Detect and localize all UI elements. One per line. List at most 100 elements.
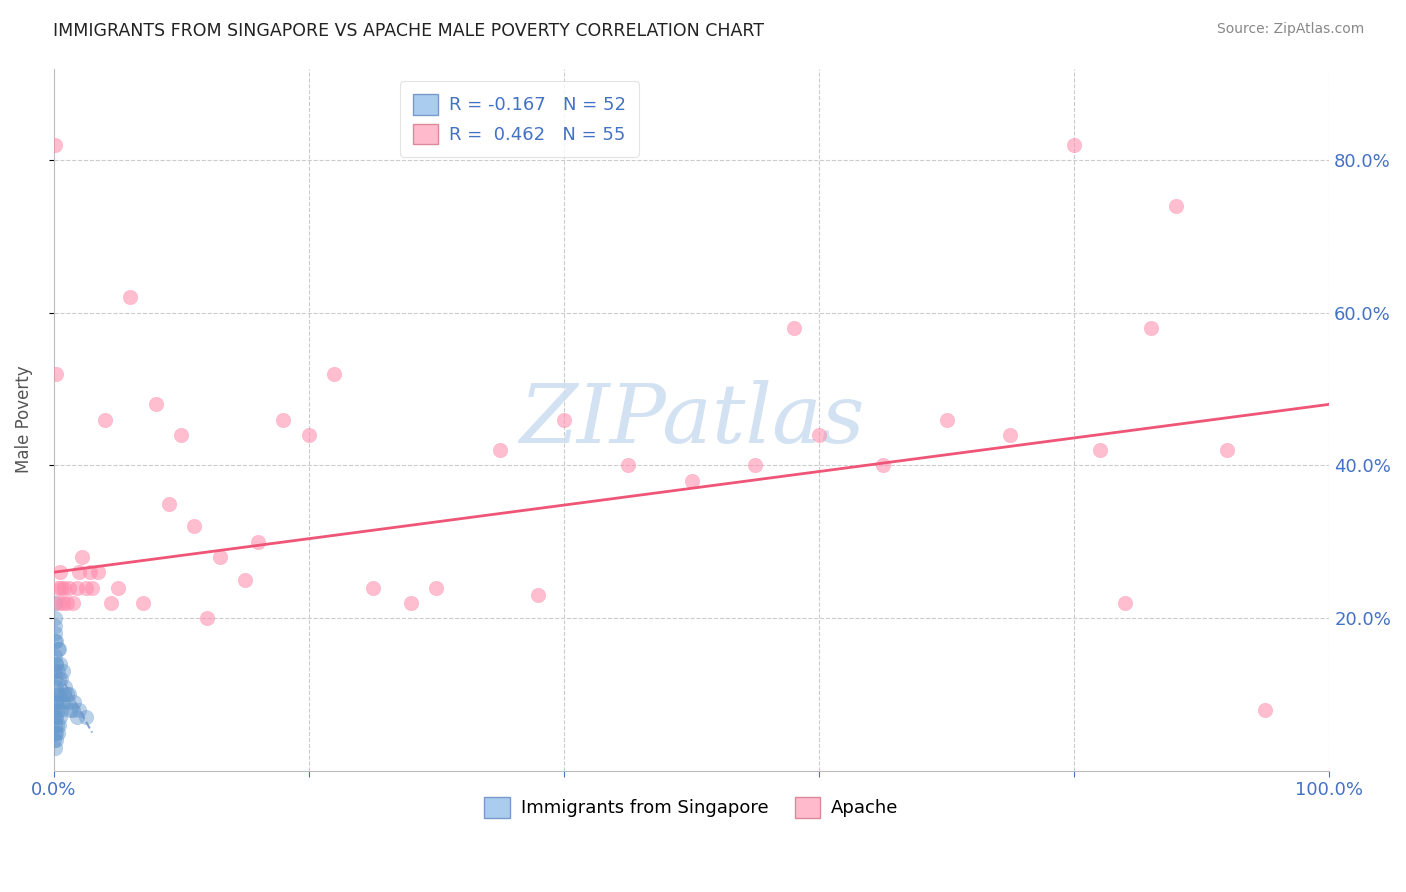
Point (44, 618, 66, 632)
Point (66, 710, 89, 724)
Point (44, 718, 66, 732)
Point (45, 634, 67, 648)
Point (53, 680, 76, 694)
Point (94, 412, 117, 426)
Point (46, 581, 69, 595)
Point (44, 687, 66, 701)
Point (273, 412, 295, 426)
Point (45, 725, 67, 739)
Point (53, 687, 76, 701)
Point (170, 428, 193, 442)
Point (58, 581, 80, 595)
Point (1063, 137, 1085, 152)
Point (45, 695, 67, 709)
Point (808, 428, 831, 442)
Point (489, 443, 512, 458)
Point (425, 581, 447, 595)
Point (52, 695, 75, 709)
Text: ZIPatlas: ZIPatlas (519, 380, 865, 459)
Point (100, 596, 122, 610)
Point (744, 458, 766, 473)
Point (107, 581, 129, 595)
Point (44, 725, 66, 739)
Point (46, 703, 69, 717)
Point (79, 566, 101, 580)
Point (82, 581, 104, 595)
Point (46, 687, 69, 701)
Point (53, 581, 76, 595)
Point (44, 137, 66, 152)
Point (44, 596, 66, 610)
Point (75, 581, 97, 595)
Point (782, 321, 804, 335)
Point (48, 596, 70, 610)
Point (67, 566, 90, 580)
Point (62, 703, 84, 717)
Point (681, 474, 703, 488)
Point (44, 672, 66, 686)
Point (298, 428, 321, 442)
Point (48, 672, 70, 686)
Point (45, 710, 67, 724)
Point (195, 611, 218, 625)
Point (49, 687, 72, 701)
Point (44, 733, 66, 747)
Point (48, 718, 70, 732)
Point (70, 549, 93, 564)
Text: Source: ZipAtlas.com: Source: ZipAtlas.com (1216, 22, 1364, 37)
Point (1166, 199, 1188, 213)
Point (46, 725, 69, 739)
Point (46, 641, 69, 656)
Point (208, 549, 231, 564)
Point (49, 657, 72, 671)
Point (59, 703, 82, 717)
Point (56, 695, 79, 709)
Point (872, 458, 894, 473)
Point (45, 733, 67, 747)
Point (1088, 443, 1111, 458)
Point (935, 412, 957, 426)
Point (66, 581, 89, 595)
Point (51, 672, 73, 686)
Point (1114, 596, 1136, 610)
Point (55, 596, 77, 610)
Point (52, 665, 75, 679)
Point (51, 581, 73, 595)
Point (87, 566, 110, 580)
Point (1254, 703, 1277, 717)
Point (48, 641, 70, 656)
Point (45, 695, 67, 709)
Point (46, 718, 69, 732)
Point (45, 657, 67, 671)
Point (616, 458, 638, 473)
Text: IMMIGRANTS FROM SINGAPORE VS APACHE MALE POVERTY CORRELATION CHART: IMMIGRANTS FROM SINGAPORE VS APACHE MALE… (53, 22, 765, 40)
Point (75, 710, 97, 724)
Point (1216, 443, 1239, 458)
Point (52, 596, 75, 610)
Point (553, 412, 575, 426)
Point (527, 588, 550, 602)
Point (58, 687, 80, 701)
Point (62, 596, 84, 610)
Point (44, 649, 66, 664)
Point (51, 703, 73, 717)
Point (63, 695, 86, 709)
Point (1139, 321, 1161, 335)
Point (233, 573, 256, 587)
Point (44, 634, 66, 648)
Point (157, 497, 180, 511)
Point (1000, 428, 1022, 442)
Point (361, 581, 384, 595)
Point (55, 687, 77, 701)
Point (44, 665, 66, 679)
Point (49, 710, 72, 724)
Point (44, 703, 66, 717)
Point (183, 519, 205, 533)
Point (49, 566, 72, 580)
Legend: Immigrants from Singapore, Apache: Immigrants from Singapore, Apache (477, 789, 905, 825)
Point (46, 665, 69, 679)
Point (44, 611, 66, 625)
Point (67, 703, 90, 717)
Point (45, 680, 67, 694)
Point (48, 695, 70, 709)
